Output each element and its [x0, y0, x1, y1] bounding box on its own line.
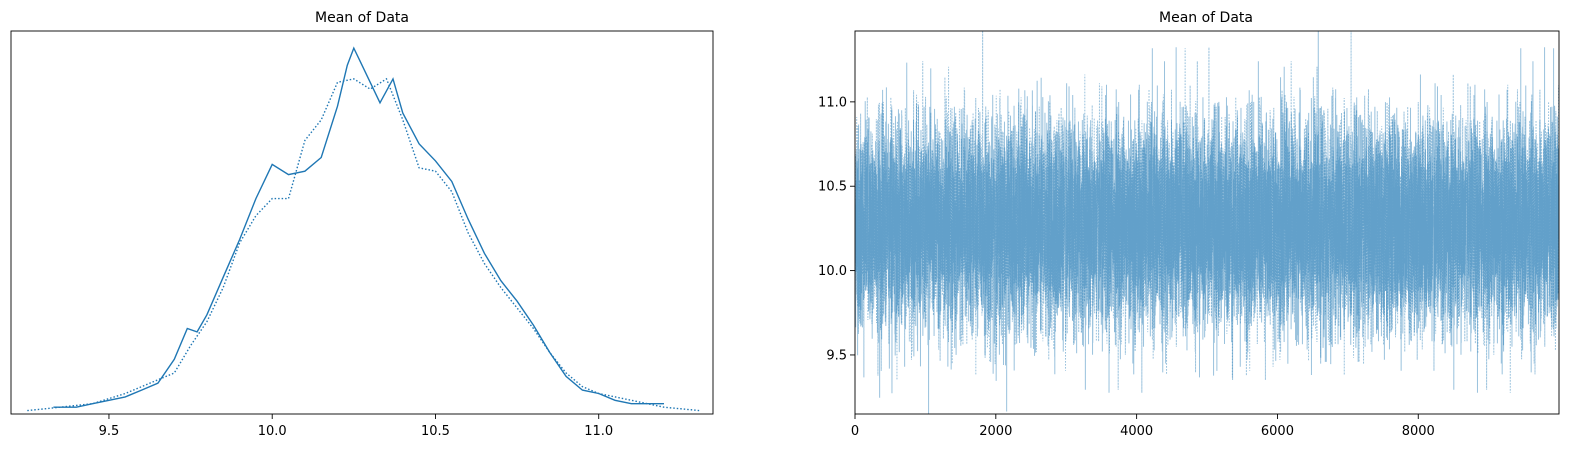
trace-plot-panel: Mean of Data 0 2000 4000 6000 8000 9.5 10.0 10.…: [780, 0, 1569, 449]
kde-x-tick-label: 11.0: [584, 424, 613, 439]
trace-chart-title: Mean of Data: [1159, 10, 1253, 26]
trace-x-tick-label: 4000: [1120, 424, 1153, 439]
kde-plot-area: [10, 30, 714, 415]
trace-y-tick-label: 10.0: [818, 264, 847, 279]
trace-x-tick-label: 8000: [1402, 424, 1435, 439]
trace-series-solid-line: [855, 31, 1559, 414]
kde-plot-panel: Mean of Data 9.5 10.0 10.5 11.0: [0, 0, 780, 449]
kde-series-solid-line: [53, 46, 664, 408]
kde-x-tick-label: 10.0: [258, 424, 287, 439]
trace-plot-area: [854, 30, 1560, 415]
trace-x-tick-label: 2000: [979, 424, 1012, 439]
trace-x-tick-label: 6000: [1261, 424, 1294, 439]
kde-x-tick-label: 9.5: [99, 424, 120, 439]
kde-chart: Mean of Data 9.5 10.0 10.5 11.0: [10, 10, 714, 439]
kde-series-dotted-line: [27, 77, 700, 412]
kde-chart-title: Mean of Data: [315, 10, 409, 26]
trace-y-tick-label: 9.5: [826, 348, 847, 363]
trace-y-tick-label: 10.5: [818, 180, 847, 195]
trace-y-tick-label: 11.0: [818, 95, 847, 110]
trace-series-dotted-line: [855, 31, 1559, 393]
kde-x-tick-label: 10.5: [421, 424, 450, 439]
trace-x-tick-label: 0: [851, 424, 859, 439]
trace-chart: Mean of Data 0 2000 4000 6000 8000 9.5 10.0 10.…: [818, 10, 1560, 439]
